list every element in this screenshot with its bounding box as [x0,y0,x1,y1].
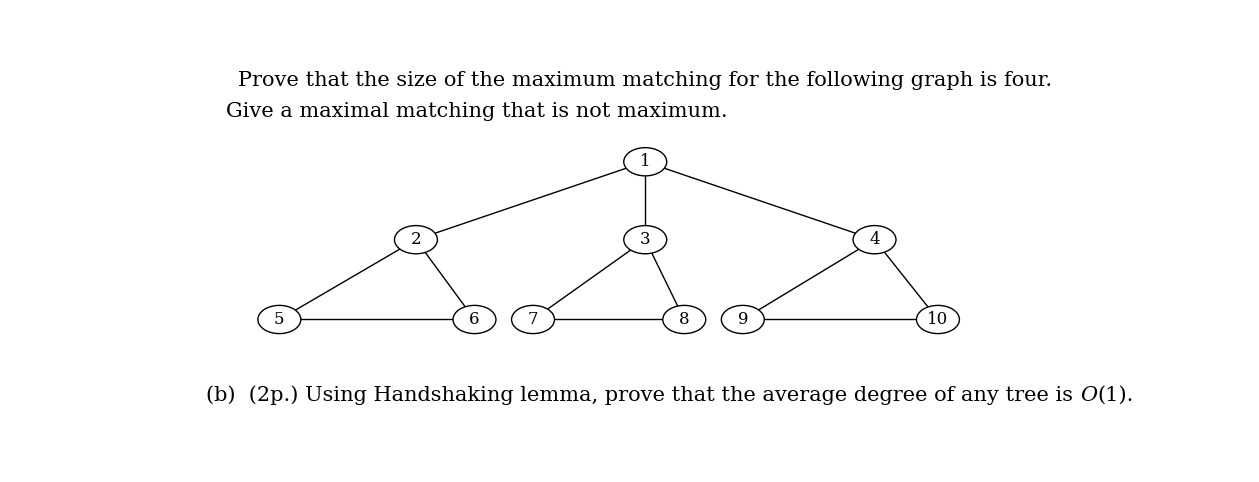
Ellipse shape [258,306,301,334]
Text: 4: 4 [869,231,880,248]
Text: 5: 5 [274,311,285,328]
Text: (b)  (2p.) Using Handshaking lemma, prove that the average degree of any tree is: (b) (2p.) Using Handshaking lemma, prove… [206,385,1080,405]
Text: (1).: (1). [1097,386,1133,405]
Text: 8: 8 [679,311,690,328]
Text: Prove that the size of the maximum matching for the following graph is four.: Prove that the size of the maximum match… [238,71,1053,90]
Text: 6: 6 [470,311,480,328]
Ellipse shape [623,226,667,254]
Text: 7: 7 [528,311,539,328]
Text: 2: 2 [410,231,422,248]
Ellipse shape [854,226,896,254]
Ellipse shape [662,306,706,334]
Ellipse shape [453,306,496,334]
Text: 1: 1 [640,153,651,170]
Text: O: O [1080,386,1097,405]
Ellipse shape [917,306,959,334]
Text: Give a maximal matching that is not maximum.: Give a maximal matching that is not maxi… [225,102,728,121]
Ellipse shape [721,306,764,334]
Ellipse shape [623,147,667,176]
Text: 3: 3 [640,231,651,248]
Text: 10: 10 [928,311,948,328]
Ellipse shape [394,226,437,254]
Text: 9: 9 [738,311,748,328]
Ellipse shape [511,306,554,334]
